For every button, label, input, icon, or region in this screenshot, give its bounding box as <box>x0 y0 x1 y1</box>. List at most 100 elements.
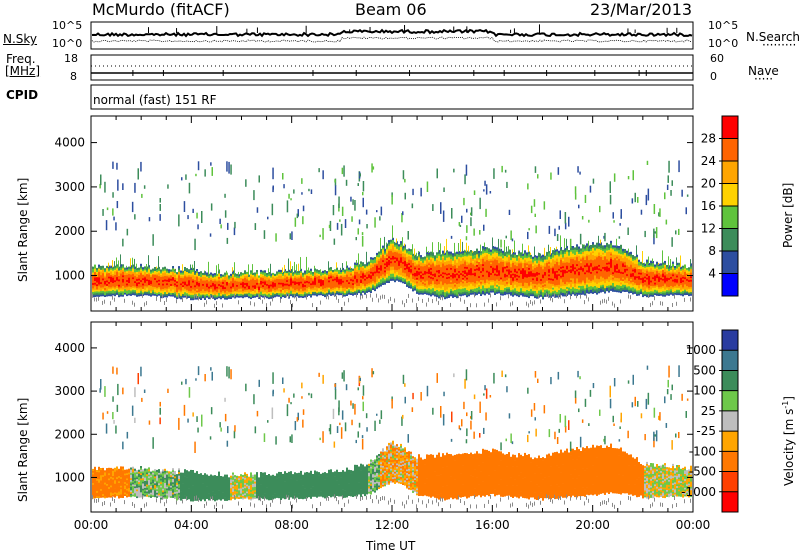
power-cell <box>130 274 132 277</box>
velocity-cell <box>216 486 218 489</box>
power-cell <box>128 266 130 269</box>
velocity-cell <box>244 494 246 497</box>
power-cell <box>162 267 164 270</box>
velocity-cell <box>368 489 370 492</box>
velocity-cell <box>126 490 128 493</box>
power-cell <box>178 280 180 283</box>
power-cell <box>220 274 222 277</box>
power-cell <box>256 294 258 298</box>
velocity-cell <box>196 488 198 491</box>
velocity-cell <box>130 495 132 498</box>
power-cell <box>168 292 170 295</box>
velocity-cell <box>356 492 358 495</box>
power-cell <box>382 250 384 254</box>
ground-scatter-velocity <box>216 502 217 507</box>
velocity-cell <box>306 485 308 488</box>
power-cell <box>334 285 336 288</box>
power-cell <box>228 291 230 294</box>
power-cell <box>198 282 200 285</box>
velocity-cell <box>362 485 364 488</box>
velocity-cell <box>196 476 198 479</box>
velocity-cell <box>202 493 204 496</box>
velocity-cell <box>238 491 240 494</box>
power-cell <box>98 264 100 267</box>
velocity-cell <box>134 470 136 473</box>
velocity-cell <box>380 482 382 485</box>
velocity-cell <box>336 478 338 481</box>
power-cell <box>98 271 100 274</box>
velocity-cell <box>130 474 132 477</box>
power-cell <box>184 286 186 289</box>
power-fringe <box>204 270 205 273</box>
velocity-cell <box>340 480 342 483</box>
velocity-cell <box>260 492 262 495</box>
power-cell <box>240 291 242 294</box>
power-cell <box>322 290 324 293</box>
power-fringe <box>116 257 117 265</box>
velocity-cell <box>206 490 208 493</box>
power-fringe <box>270 263 271 276</box>
velocity-cell <box>334 486 336 489</box>
velocity-cell <box>266 492 268 495</box>
power-cell <box>188 294 190 297</box>
velocity-cell <box>102 493 104 496</box>
power-cell <box>270 287 272 290</box>
velocity-cell <box>140 469 142 472</box>
velocity-cell <box>160 478 162 481</box>
velocity-cell <box>290 483 292 486</box>
power-fringe <box>182 264 183 272</box>
power-cell <box>148 270 150 273</box>
power-cell <box>120 267 122 270</box>
power-cell <box>112 286 114 289</box>
power-cell <box>310 286 312 289</box>
velocity-cell <box>374 459 376 462</box>
power-cell <box>374 264 376 267</box>
power-fringe <box>350 266 351 269</box>
power-cell <box>286 274 288 277</box>
power-cell <box>346 265 348 268</box>
power-cell <box>274 273 276 276</box>
power-cell <box>310 274 312 277</box>
velocity-cell <box>280 482 282 485</box>
velocity-cell <box>342 475 344 478</box>
power-fringe <box>194 261 195 273</box>
power-cell <box>230 296 232 299</box>
power-cell <box>206 277 208 280</box>
power-cell <box>204 294 206 297</box>
velocity-cell <box>346 488 348 491</box>
power-cell <box>196 288 198 291</box>
velocity-cell <box>190 487 192 490</box>
velocity-cell <box>366 475 368 478</box>
velocity-cell <box>208 475 210 478</box>
velocity-cell <box>212 489 214 492</box>
power-cell <box>124 280 126 283</box>
power-cell <box>106 285 108 288</box>
power-cell <box>374 280 376 283</box>
power-cell <box>330 268 332 272</box>
velocity-cell <box>336 469 338 472</box>
velocity-cell <box>328 481 330 484</box>
velocity-cell <box>268 482 270 485</box>
power-cell <box>174 272 176 275</box>
power-cell <box>304 295 306 298</box>
velocity-cell <box>350 489 352 492</box>
velocity-cell <box>252 478 254 481</box>
power-cell <box>324 277 326 280</box>
velocity-cell <box>330 479 332 482</box>
power-cell <box>356 266 358 269</box>
power-cell <box>270 275 272 278</box>
ground-scatter-power <box>288 293 289 298</box>
power-cell <box>114 278 116 281</box>
power-cell <box>232 277 234 280</box>
velocity-cell <box>382 450 384 453</box>
power-cell <box>284 285 286 288</box>
power-cell <box>100 265 102 269</box>
velocity-cell <box>142 493 144 496</box>
power-cell <box>296 276 298 279</box>
velocity-cell <box>192 485 194 488</box>
power-cell <box>108 270 110 274</box>
power-cell <box>258 291 260 294</box>
power-cell <box>180 290 182 293</box>
power-cell <box>174 268 176 272</box>
power-cell <box>214 278 216 281</box>
